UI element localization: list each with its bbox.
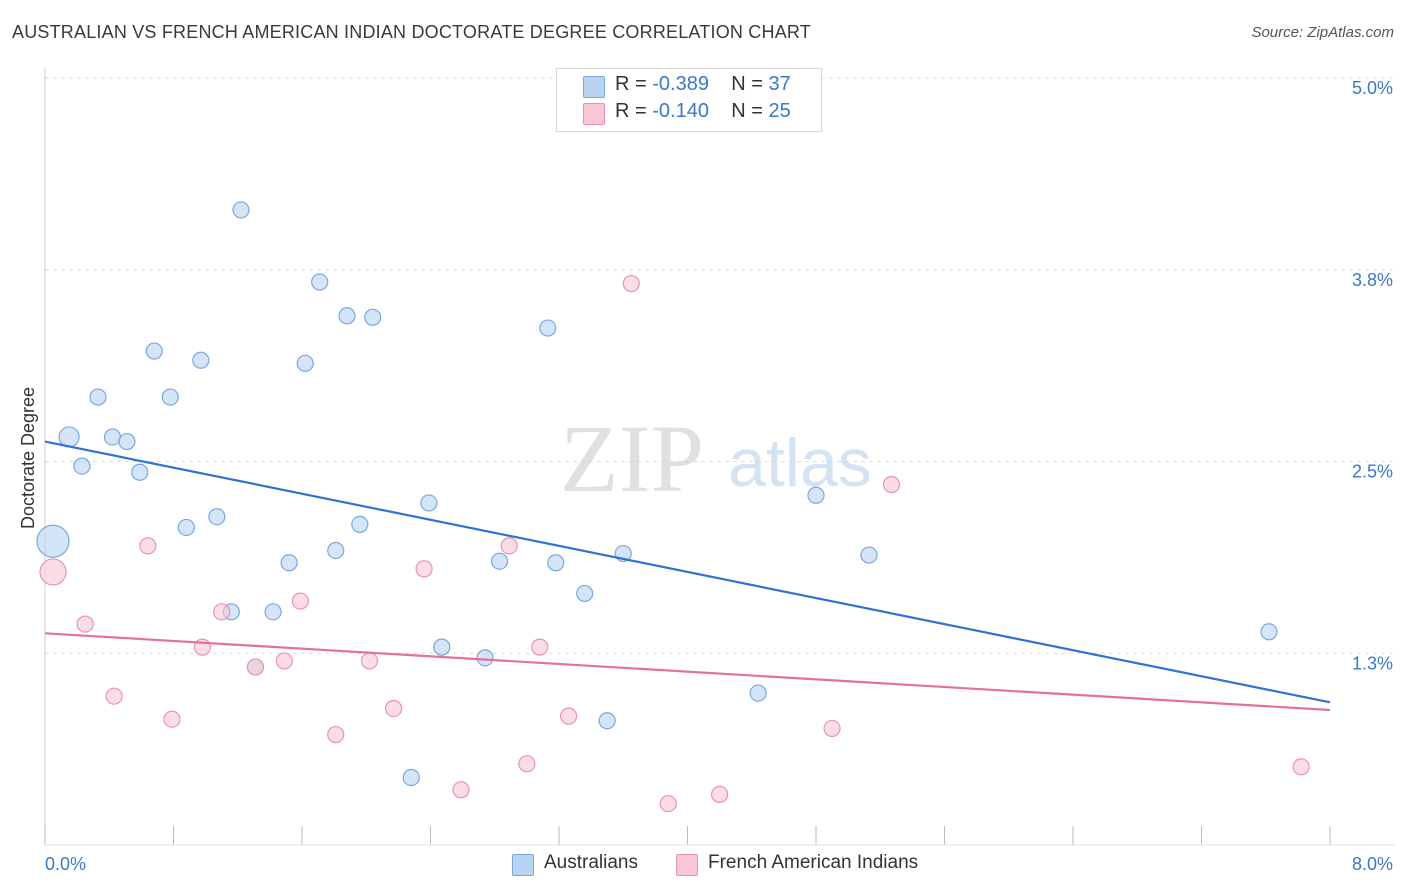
grid-lines bbox=[45, 77, 1395, 654]
australians-point bbox=[208, 508, 226, 526]
french-american-indians-point bbox=[139, 537, 157, 555]
french-american-indians-point bbox=[163, 710, 181, 728]
australians-point bbox=[547, 554, 565, 572]
french-american-indians-point bbox=[105, 687, 123, 705]
french-american-indians-point bbox=[384, 699, 403, 718]
australians-point bbox=[420, 494, 438, 512]
french-american-indians-point bbox=[327, 725, 345, 744]
axes bbox=[44, 68, 1395, 846]
watermark-atlas: atlas bbox=[728, 425, 872, 501]
y-tick-label: 1.3% bbox=[1352, 653, 1393, 673]
correlation-legend: R = -0.389 N = 37 R = -0.140 N = 25 bbox=[556, 68, 822, 132]
australians-point bbox=[36, 524, 70, 558]
french-american-indians-point bbox=[360, 652, 379, 670]
australians-point bbox=[296, 354, 314, 372]
australians-point bbox=[145, 342, 163, 360]
french-american-indians-point bbox=[76, 615, 94, 633]
french-american-indians-point bbox=[711, 785, 729, 803]
australians-point bbox=[338, 307, 356, 325]
y-axis-label: Doctorate Degree bbox=[18, 387, 38, 529]
australians-point bbox=[232, 201, 250, 219]
french-american-indians-point bbox=[560, 707, 578, 725]
watermark-zip: ZIP bbox=[560, 405, 704, 512]
tick-labels: 1.3% 2.5% 3.8% 5.0% 0.0% 8.0% bbox=[45, 78, 1393, 874]
french-american-indians-point bbox=[275, 652, 293, 670]
australians-point bbox=[807, 486, 825, 504]
australians-point bbox=[327, 541, 345, 560]
legend-n-value: 37 bbox=[768, 73, 791, 95]
legend-r-label: R = bbox=[615, 73, 647, 95]
french-american-indians-point bbox=[1292, 758, 1310, 776]
y-tick-label: 3.8% bbox=[1352, 270, 1393, 290]
french-american-indians-point bbox=[452, 781, 470, 799]
legend-n-label: N = bbox=[731, 100, 763, 122]
australians-point bbox=[364, 308, 382, 326]
australians-point bbox=[161, 388, 179, 406]
australians-point bbox=[89, 388, 107, 406]
chart-title: AUSTRALIAN VS FRENCH AMERICAN INDIAN DOC… bbox=[12, 22, 811, 42]
australians-point bbox=[598, 712, 616, 730]
french-american-indians-point bbox=[39, 558, 67, 586]
australians-point bbox=[264, 603, 282, 621]
french-american-indians-point bbox=[518, 755, 536, 773]
legend-swatch-pink bbox=[676, 854, 698, 876]
australians-point bbox=[860, 546, 878, 564]
australians-point bbox=[433, 638, 451, 656]
chart-source: Source: ZipAtlas.com bbox=[1251, 24, 1394, 41]
french-american-indians-point bbox=[659, 794, 677, 813]
y-tick-label: 5.0% bbox=[1352, 78, 1393, 98]
legend-swatch-blue bbox=[512, 854, 534, 876]
legend-r-value: -0.140 bbox=[652, 100, 709, 122]
australians-point bbox=[749, 684, 767, 702]
french-american-indians-point bbox=[291, 592, 309, 610]
y-tick-label: 2.5% bbox=[1352, 462, 1393, 482]
x-tick-label: 8.0% bbox=[1352, 854, 1393, 874]
australians-point bbox=[280, 554, 298, 572]
french-american-indians-point bbox=[823, 719, 841, 738]
legend-label: French American Indians bbox=[708, 852, 919, 873]
french-american-indians-point bbox=[415, 560, 433, 578]
french-american-indians-point bbox=[622, 274, 640, 293]
french-american-indians-point bbox=[213, 603, 231, 621]
australians-point bbox=[490, 552, 509, 570]
data-points bbox=[36, 201, 1310, 813]
australians-point bbox=[402, 768, 420, 787]
legend-swatch-blue bbox=[583, 76, 605, 98]
legend-n-value: 25 bbox=[768, 100, 791, 122]
french-american-indians-trend-line bbox=[44, 632, 1331, 712]
legend-r-label: R = bbox=[615, 100, 647, 122]
french-american-indians-point bbox=[246, 658, 265, 676]
australians-trend-line bbox=[44, 440, 1331, 704]
trend-lines bbox=[44, 440, 1331, 712]
australians-point bbox=[73, 457, 91, 475]
legend-n-label: N = bbox=[731, 73, 763, 95]
french-american-indians-point bbox=[531, 638, 549, 656]
australians-point bbox=[131, 463, 149, 481]
legend-r-value: -0.389 bbox=[652, 73, 709, 95]
legend-label: Australians bbox=[544, 852, 638, 873]
australians-point bbox=[103, 428, 122, 446]
legend-swatch-pink bbox=[583, 103, 605, 125]
australians-point bbox=[576, 584, 594, 603]
x-tick-label: 0.0% bbox=[45, 854, 86, 874]
australians-point bbox=[118, 432, 136, 451]
australians-point bbox=[192, 351, 210, 369]
french-american-indians-point bbox=[500, 537, 518, 555]
australians-point bbox=[177, 518, 195, 537]
australians-point bbox=[539, 319, 557, 337]
watermark: ZIP atlas bbox=[560, 405, 872, 512]
australians-point bbox=[311, 273, 329, 291]
french-american-indians-point bbox=[882, 475, 901, 494]
australians-point bbox=[1260, 623, 1278, 641]
australians-point bbox=[351, 515, 369, 533]
australians-point bbox=[476, 649, 494, 667]
